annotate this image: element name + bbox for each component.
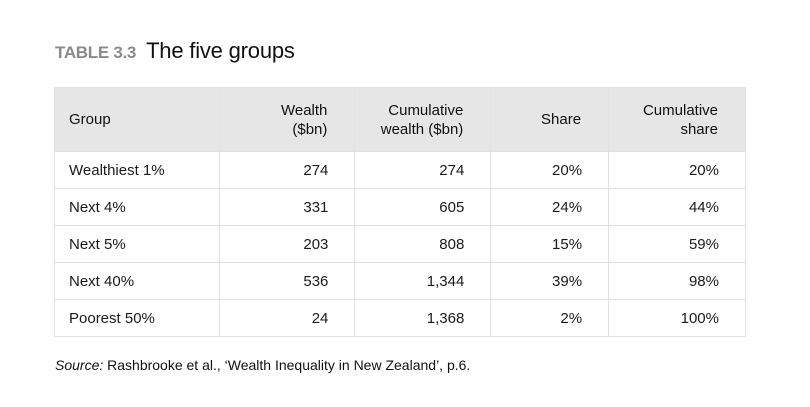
cell-wealth: 331 [218, 188, 356, 226]
table-row: Next 5% 203 808 15% 59% [54, 225, 746, 263]
table-row: Poorest 50% 24 1,368 2% 100% [54, 299, 746, 337]
cell-cumulative-share: 100% [608, 299, 746, 337]
table-number: TABLE 3.3 [55, 43, 137, 62]
cell-cumulative-wealth: 808 [354, 225, 492, 263]
cell-cumulative-wealth: 605 [354, 188, 492, 226]
cell-wealth: 203 [218, 225, 356, 263]
table-row: Next 4% 331 605 24% 44% [54, 188, 746, 226]
cell-share: 15% [490, 225, 610, 263]
table-row: Wealthiest 1% 274 274 20% 20% [54, 151, 746, 189]
cell-wealth: 24 [218, 299, 356, 337]
cell-cumulative-share: 20% [608, 151, 746, 189]
source-note: Source: Rashbrooke et al., ‘Wealth Inequ… [55, 357, 470, 373]
cell-share: 20% [490, 151, 610, 189]
cell-group: Next 5% [54, 225, 220, 263]
cell-cumulative-share: 98% [608, 262, 746, 300]
cell-group: Poorest 50% [54, 299, 220, 337]
cell-group: Wealthiest 1% [54, 151, 220, 189]
source-label: Source: [55, 357, 104, 373]
cell-cumulative-wealth: 1,368 [354, 299, 492, 337]
header-group: Group [54, 87, 220, 152]
table-title: The five groups [146, 38, 295, 63]
cell-share: 24% [490, 188, 610, 226]
header-share: Share [490, 87, 610, 152]
header-cumulative-wealth: Cumulative wealth ($bn) [354, 87, 492, 152]
cell-group: Next 4% [54, 188, 220, 226]
cell-share: 39% [490, 262, 610, 300]
table-row: Next 40% 536 1,344 39% 98% [54, 262, 746, 300]
header-wealth: Wealth ($bn) [218, 87, 356, 152]
cell-share: 2% [490, 299, 610, 337]
cell-group: Next 40% [54, 262, 220, 300]
cell-cumulative-share: 59% [608, 225, 746, 263]
cell-cumulative-share: 44% [608, 188, 746, 226]
cell-wealth: 536 [218, 262, 356, 300]
source-citation: Rashbrooke et al., ‘Wealth Inequality in… [103, 357, 471, 373]
cell-cumulative-wealth: 274 [354, 151, 492, 189]
table-caption: TABLE 3.3 The five groups [55, 38, 295, 64]
wealth-groups-table: Group Wealth ($bn) Cumulative wealth ($b… [54, 87, 746, 337]
cell-wealth: 274 [218, 151, 356, 189]
header-cumulative-share: Cumulative share [608, 87, 746, 152]
cell-cumulative-wealth: 1,344 [354, 262, 492, 300]
header-row: Group Wealth ($bn) Cumulative wealth ($b… [54, 87, 746, 152]
